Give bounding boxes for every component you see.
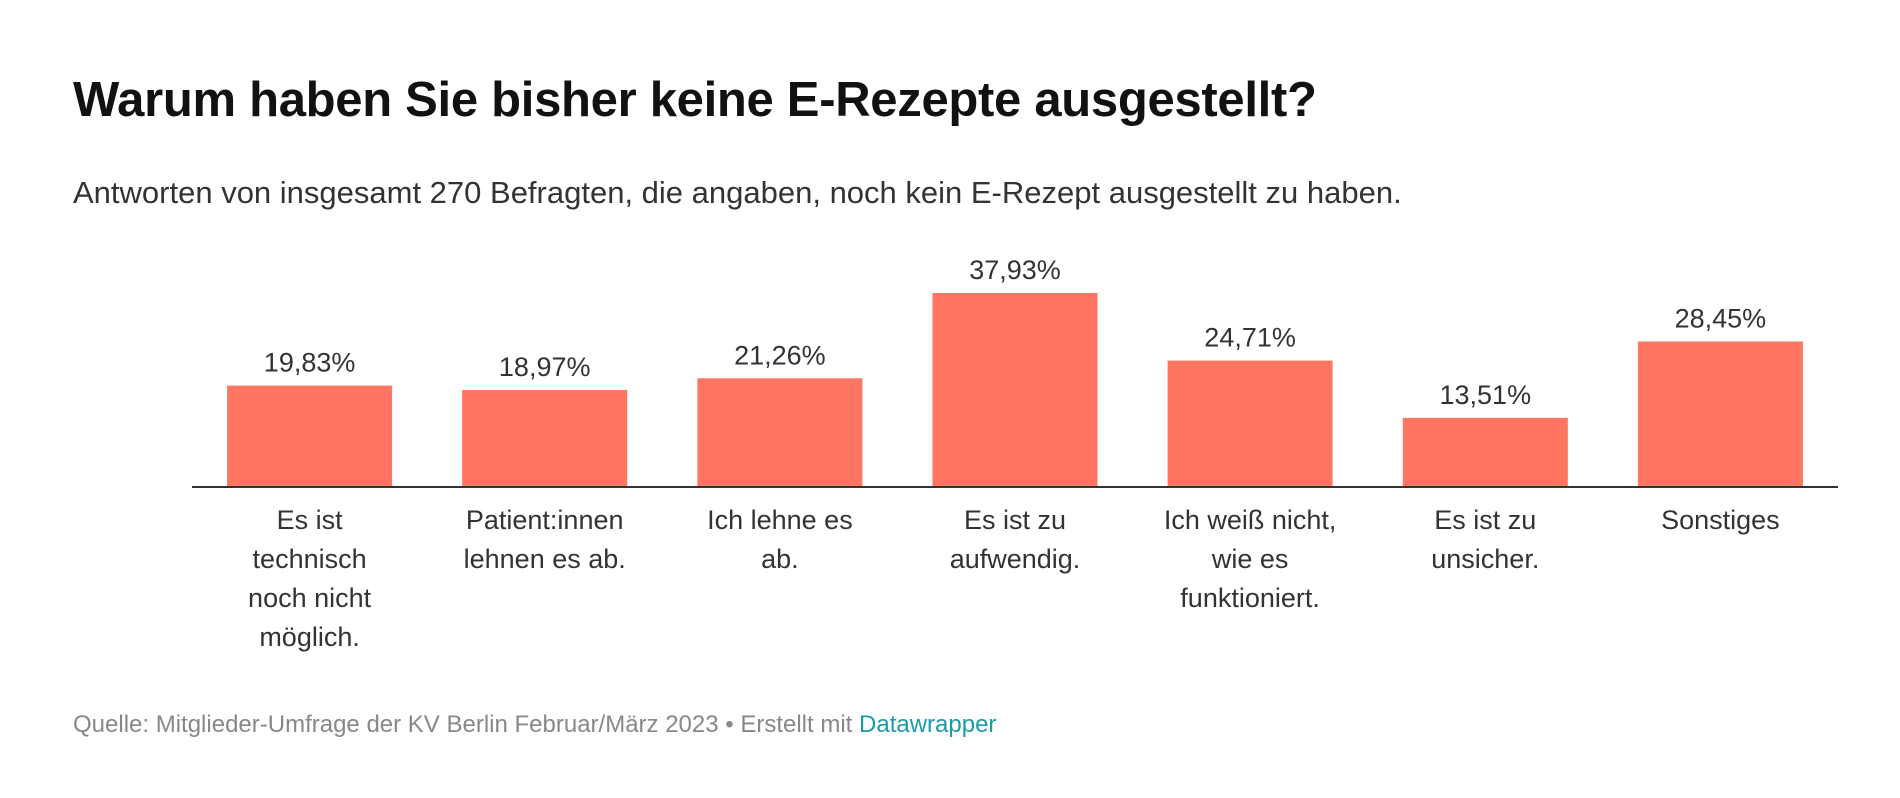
source-footer: Quelle: Mitglieder-Umfrage der KV Berlin… [73,711,996,739]
category-label-6: Es ist zu unsicher. [1431,505,1539,574]
value-label-7: 28,45% [1675,304,1767,334]
bar-6 [1402,417,1568,487]
bar-2 [462,390,628,487]
category-label-line: technisch [253,544,367,574]
category-label-line: noch nicht [248,583,372,613]
category-label-line: aufwendig. [950,544,1081,574]
value-label-3: 21,26% [734,340,826,370]
category-label-line: funktioniert. [1180,583,1320,613]
category-label-2: Patient:innen lehnen es ab. [464,505,626,574]
category-label-3: Ich lehne es ab. [707,505,853,574]
category-label-7: Sonstiges [1661,505,1780,535]
chart-subtitle: Antworten von insgesamt 270 Befragten, d… [73,175,1402,210]
category-label-line: Es ist [277,505,344,535]
category-label-line: Sonstiges [1661,505,1780,535]
value-label-1: 19,83% [264,348,356,378]
datawrapper-link[interactable]: Datawrapper [859,711,997,738]
category-label-line: Es ist zu [1434,505,1536,535]
category-label-4: Es ist zu aufwendig. [950,505,1081,574]
bars-group [227,293,1803,487]
bar-4 [932,293,1098,487]
value-label-4: 37,93% [969,255,1061,285]
category-label-line: Ich lehne es [707,505,853,535]
value-labels-group: 19,83% 18,97% 21,26% 37,93% 24,71% 13,51% 28,4… [264,255,1766,410]
category-label-line: wie es [1211,544,1289,574]
category-labels-group: Es ist technisch noch nicht möglich. Patient… [248,505,1780,652]
category-label-line: lehnen es ab. [464,544,626,574]
category-label-1: Es ist technisch noch nicht möglich. [248,505,372,652]
category-label-line: Es ist zu [964,505,1066,535]
bar-3 [697,378,863,487]
category-label-line: ab. [761,544,799,574]
chart-title: Warum haben Sie bisher keine E-Rezepte a… [73,73,1317,127]
category-label-line: Patient:innen [466,505,624,535]
category-label-5: Ich weiß nicht, wie es funktioniert. [1164,505,1337,613]
bar-1 [227,385,393,487]
bar-7 [1637,341,1803,487]
source-text: Quelle: Mitglieder-Umfrage der KV Berlin… [73,711,860,738]
bar-chart: 19,83% 18,97% 21,26% 37,93% 24,71% 13,51% 28,4… [192,255,1838,652]
value-label-6: 13,51% [1440,380,1532,410]
value-label-2: 18,97% [499,352,591,382]
value-label-5: 24,71% [1204,323,1296,353]
bar-5 [1167,360,1333,487]
category-label-line: Ich weiß nicht, [1164,505,1337,535]
category-label-line: unsicher. [1431,544,1539,574]
category-label-line: möglich. [259,622,360,652]
